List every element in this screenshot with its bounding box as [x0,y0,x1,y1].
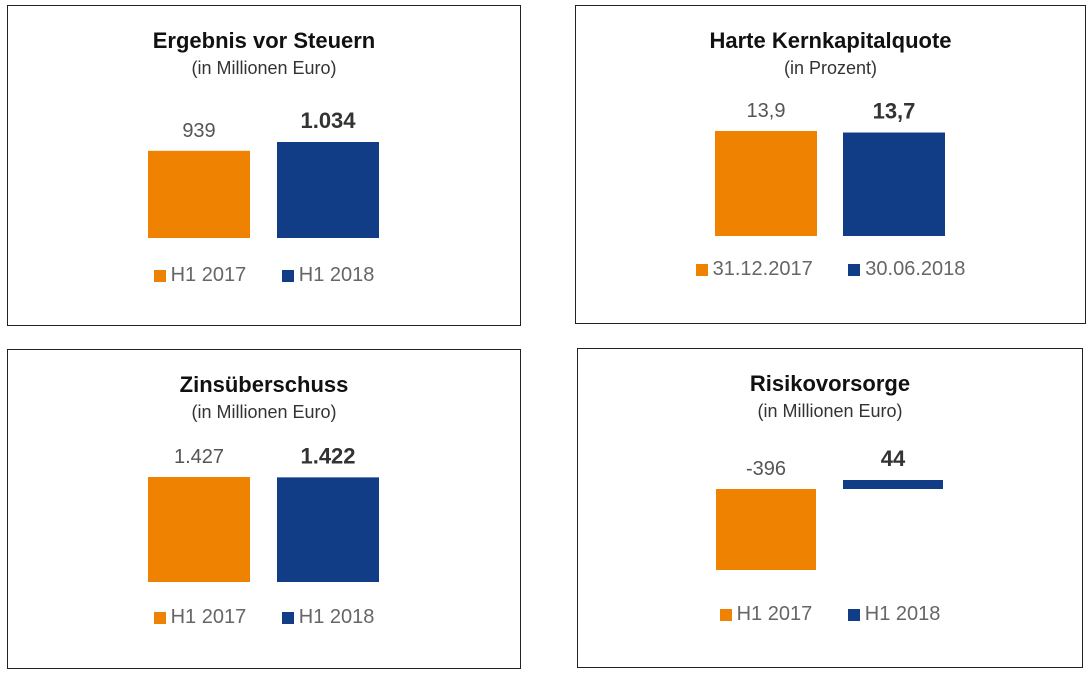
legend-label: 30.06.2018 [865,258,966,280]
bar-series-a [715,131,817,236]
legend-swatch-orange [153,611,166,624]
chart-plot: 13,9 13,7 [715,99,945,236]
chart-panel-zinsueberschuss: Zinsüberschuss (in Millionen Euro) 1.427… [7,349,521,669]
chart-subtitle: (in Millionen Euro) [191,58,337,78]
bar-series-a [716,489,816,570]
bar-series-b [277,477,379,582]
legend-label: H1 2017 [170,264,247,286]
chart-panel-kernkapitalquote: Harte Kernkapitalquote (in Prozent) 13,9… [575,5,1086,324]
chart-legend: H1 2017 H1 2018 [8,264,520,288]
chart-legend: H1 2017 H1 2018 [8,606,520,630]
legend-label: H1 2018 [864,603,941,625]
legend-label: H1 2018 [298,606,375,628]
chart-subtitle: (in Millionen Euro) [191,402,337,422]
chart-subtitle: (in Millionen Euro) [757,401,903,421]
legend-swatch-orange [719,608,732,621]
legend-swatch-orange [695,263,708,276]
chart-plot: 1.427 1.422 [148,443,379,582]
legend-item: H1 2017 [719,603,813,626]
chart-plot: -396 44 [716,446,943,570]
data-label: 13,7 [873,99,916,124]
data-label: 1.422 [300,443,355,468]
legend-swatch-blue [848,263,861,276]
chart-panel-risikovorsorge: Risikovorsorge (in Millionen Euro) -396 4… [577,348,1083,668]
legend-swatch-blue [847,608,860,621]
legend-label: H1 2018 [298,264,375,286]
data-label: -396 [746,458,786,480]
chart-subtitle: (in Prozent) [783,58,878,78]
chart-legend: 31.12.2017 30.06.2018 [576,258,1085,282]
data-label: 13,9 [747,100,786,122]
data-label: 44 [881,446,906,471]
legend-swatch-blue [281,269,294,282]
chart-title: Zinsüberschuss [179,372,349,397]
legend-item: 31.12.2017 [695,258,813,281]
chart-legend: H1 2017 H1 2018 [578,603,1082,627]
legend-item: H1 2018 [847,603,941,626]
legend-label: H1 2017 [170,606,247,628]
bar-series-b [843,132,945,236]
chart-panel-ergebnis: Ergebnis vor Steuern (in Millionen Euro)… [7,5,521,326]
legend-swatch-orange [153,269,166,282]
legend-swatch-blue [281,611,294,624]
legend-item: H1 2018 [281,606,375,629]
data-label: 1.034 [300,108,356,133]
data-label: 1.427 [174,446,224,468]
chart-title: Ergebnis vor Steuern [152,28,376,53]
chart-title: Risikovorsorge [749,371,911,396]
bar-series-b [843,480,943,489]
legend-item: H1 2017 [153,606,247,629]
legend-label: H1 2017 [736,603,813,625]
data-label: 939 [182,120,215,142]
bar-series-a [148,150,250,238]
chart-plot: 939 1.034 [148,108,379,238]
legend-item: H1 2018 [281,264,375,287]
legend-item: H1 2017 [153,264,247,287]
bar-series-b [277,142,379,238]
bar-series-a [148,477,250,582]
legend-item: 30.06.2018 [848,258,965,281]
chart-title: Harte Kernkapitalquote [709,28,952,53]
legend-label: 31.12.2017 [712,258,813,280]
